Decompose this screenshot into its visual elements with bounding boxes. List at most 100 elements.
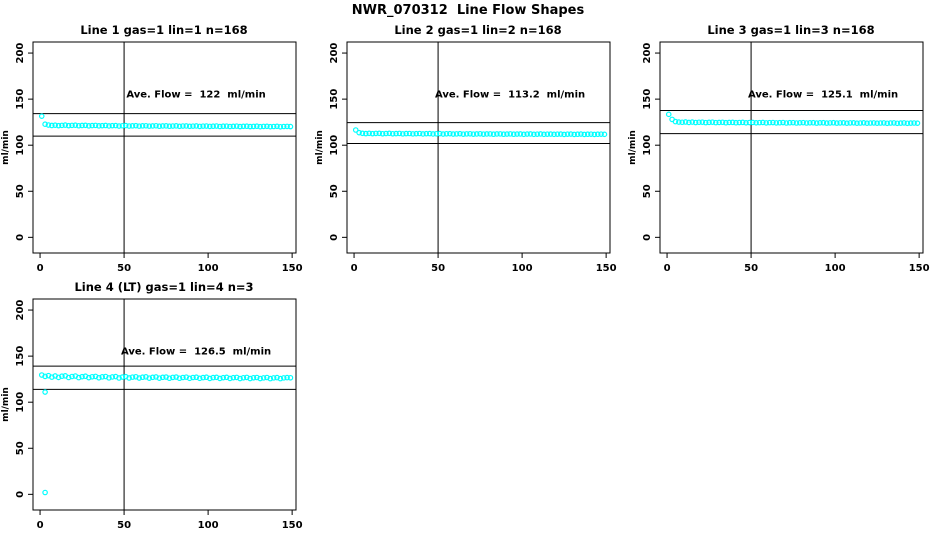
y-tick-label: 0 <box>15 234 26 241</box>
data-point <box>571 131 578 138</box>
data-point <box>55 374 62 381</box>
x-tick-label: 100 <box>825 263 846 274</box>
data-point <box>507 131 514 137</box>
x-tick-label: 50 <box>117 520 131 531</box>
data-point <box>274 123 280 130</box>
data-point <box>517 131 524 137</box>
x-tick-label: 100 <box>512 263 533 274</box>
data-point <box>85 374 92 381</box>
data-point <box>220 374 227 381</box>
data-point <box>904 120 911 127</box>
data-point <box>200 374 206 381</box>
x-tick-label: 150 <box>282 520 303 531</box>
subplot-title: Line 3 gas=1 lin=3 n=168 <box>707 23 874 37</box>
data-point <box>726 119 733 126</box>
data-point <box>52 122 58 129</box>
data-point <box>436 130 443 137</box>
data-point <box>591 131 598 138</box>
data-point <box>274 374 280 381</box>
data-point <box>173 123 179 129</box>
data-point <box>170 374 176 381</box>
data-point <box>844 120 850 126</box>
data-point <box>807 120 813 126</box>
data-point <box>706 119 712 126</box>
data-point <box>356 129 362 136</box>
plot-box <box>346 41 611 254</box>
y-tick-label: 150 <box>329 89 340 110</box>
data-point <box>112 122 119 129</box>
data-point <box>840 120 847 126</box>
data-point <box>69 373 75 380</box>
ave-flow-annotation: Ave. Flow = 122 ml/min <box>126 89 265 100</box>
data-point <box>679 119 685 126</box>
data-point-outlier <box>42 389 48 395</box>
data-point <box>473 131 480 137</box>
data-point <box>193 374 200 381</box>
data-point <box>554 131 561 137</box>
subplot-title: Line 2 gas=1 lin=2 n=168 <box>394 23 561 37</box>
data-point <box>159 374 166 381</box>
data-point <box>450 131 457 137</box>
y-tick-label: 0 <box>642 234 653 241</box>
data-point <box>672 118 679 125</box>
x-tick-label: 100 <box>198 263 219 274</box>
data-point <box>139 374 146 381</box>
data-point <box>406 130 413 137</box>
data-point <box>578 131 584 137</box>
data-point <box>588 131 594 137</box>
data-point <box>524 131 530 137</box>
data-point <box>196 375 203 382</box>
data-point <box>119 122 126 129</box>
data-point <box>119 374 126 380</box>
data-point <box>830 119 837 126</box>
data-point <box>692 119 699 126</box>
data-point <box>203 374 210 381</box>
data-point <box>574 131 581 138</box>
x-tick-label: 50 <box>431 263 445 274</box>
data-point <box>520 131 527 138</box>
data-point <box>260 375 267 381</box>
data-point <box>156 123 163 130</box>
data-point <box>746 119 753 126</box>
data-point <box>210 374 216 381</box>
data-point <box>223 123 230 129</box>
data-point <box>45 122 52 128</box>
data-point <box>49 122 55 129</box>
x-tick-label: 50 <box>744 263 758 274</box>
data-point <box>72 122 79 129</box>
data-point <box>96 123 102 129</box>
y-tick-label: 50 <box>15 184 26 198</box>
data-point <box>699 119 706 125</box>
data-point <box>426 130 433 137</box>
data-point <box>823 120 830 126</box>
data-point <box>166 375 173 382</box>
data-point <box>564 131 571 137</box>
data-point <box>270 123 277 130</box>
data-point <box>676 119 682 125</box>
data-point <box>561 131 567 138</box>
data-point <box>65 122 72 129</box>
y-axis-label: ml/min <box>315 130 325 165</box>
data-point <box>287 123 294 130</box>
data-point <box>183 123 190 129</box>
data-point <box>443 130 450 137</box>
subplot-svg-3: Line 4 (LT) gas=1 lin=4 n=3 0 50 100 150 0 50… <box>1 280 303 531</box>
data-point <box>594 131 601 138</box>
data-point <box>547 131 554 137</box>
data-point <box>874 120 880 126</box>
data-point <box>352 127 359 133</box>
x-tick-label: 0 <box>351 263 358 274</box>
data-point <box>716 119 722 126</box>
data-point <box>416 130 423 137</box>
data-point <box>837 120 843 126</box>
data-point <box>386 130 393 137</box>
data-point <box>62 122 69 128</box>
data-point <box>143 122 149 129</box>
data-point <box>363 130 369 137</box>
y-tick-label: 0 <box>15 491 26 498</box>
x-tick-label: 150 <box>596 263 617 274</box>
data-point <box>270 375 277 381</box>
data-point <box>284 123 290 130</box>
y-tick-label: 200 <box>329 43 340 64</box>
data-point <box>601 131 608 138</box>
